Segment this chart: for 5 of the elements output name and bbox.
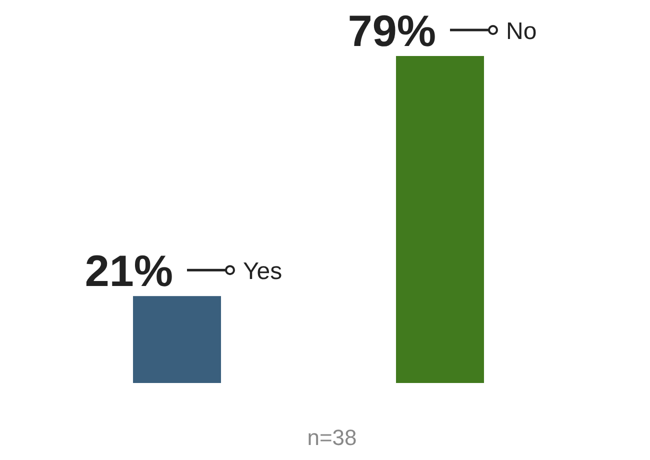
x-tick-label: No — [506, 18, 537, 45]
text: n=38 — [307, 425, 357, 450]
x-tick-label: Yes — [243, 258, 282, 286]
data-label: 21% — [84, 247, 173, 296]
data-label: 79% — [348, 7, 436, 56]
